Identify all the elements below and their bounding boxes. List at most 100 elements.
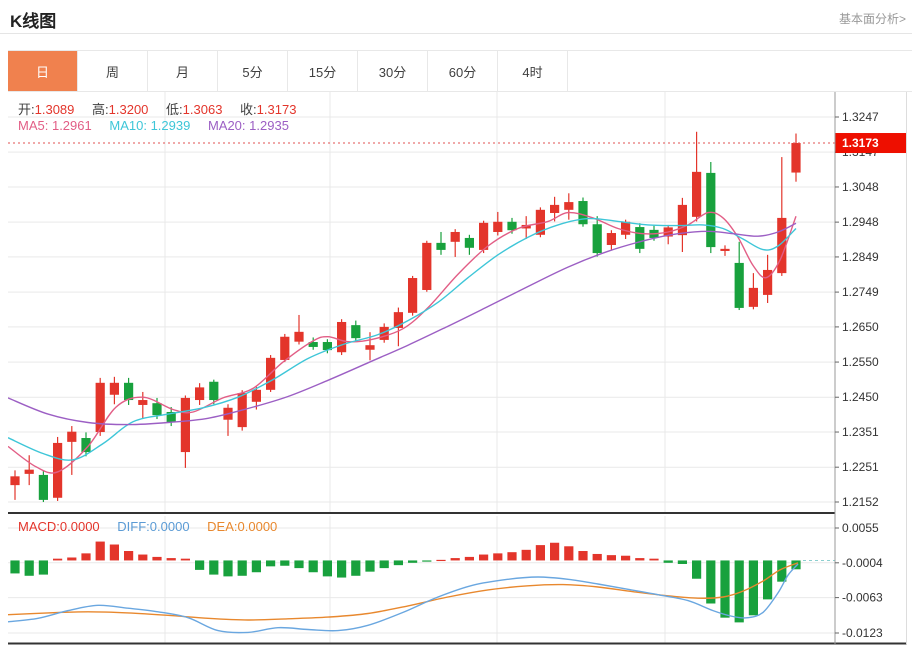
macd-bar (266, 560, 276, 567)
tab-4时[interactable]: 4时 (498, 51, 568, 91)
dea-line (8, 562, 799, 621)
ma-legend: MA5: 1.2961 MA10: 1.2939 MA20: 1.2935 (18, 118, 303, 133)
candle (337, 321, 347, 353)
macd-bar (337, 560, 347, 578)
tab-60分[interactable]: 60分 (428, 51, 498, 91)
candle (450, 231, 460, 242)
macd-bar (734, 560, 744, 623)
macd-bar (53, 558, 63, 561)
candles-layer (10, 131, 801, 502)
ma20-item: MA20: 1.2935 (208, 118, 289, 133)
ohlc-close: 收:1.3173 (240, 102, 296, 117)
macd-tick-label: -0.0063 (842, 591, 883, 605)
macd-legend: MACD:0.0000 DIFF:0.0000 DEA:0.0000 (18, 519, 291, 534)
macd-bar (592, 553, 602, 561)
ohlc-high-value: 1.3200 (108, 102, 149, 117)
fundamental-analysis-link[interactable]: 基本面分析> (838, 12, 906, 26)
macd-bar (450, 558, 460, 561)
tab-15分[interactable]: 15分 (288, 51, 358, 91)
macd-bar (10, 560, 20, 574)
macd-bar (124, 551, 134, 561)
macd-bar (308, 560, 318, 573)
dea-value: 0.0000 (237, 519, 278, 534)
candle (493, 221, 503, 232)
candle (10, 476, 20, 486)
current-price-label: 1.3173 (835, 133, 906, 154)
candle (564, 202, 574, 210)
candle (606, 233, 616, 245)
macd-bar (251, 560, 261, 573)
price-tick-label: 1.2251 (842, 460, 879, 474)
ma20-line (8, 222, 797, 426)
ma5-value: 1.2961 (51, 118, 92, 133)
macd-bar (365, 560, 375, 572)
y-axis-labels: 1.32471.31471.30481.29481.28491.27491.26… (835, 110, 883, 640)
candle (408, 278, 418, 313)
ohlc-low: 低:1.3063 (166, 102, 222, 117)
ohlc-low-value: 1.3063 (182, 102, 223, 117)
candle (578, 201, 588, 225)
dea-item: DEA:0.0000 (207, 519, 277, 534)
macd-bar (479, 554, 489, 561)
ohlc-legend: 开:1.3089 高:1.3200 低:1.3063 收:1.3173 (18, 99, 310, 118)
macd-bar (294, 560, 304, 569)
macd-bar (422, 560, 432, 562)
macd-bar (436, 559, 446, 562)
macd-bar (38, 560, 48, 575)
macd-bar (748, 560, 758, 616)
macd-bar (180, 558, 190, 561)
macd-bar (24, 560, 34, 576)
macd-bar (393, 560, 403, 566)
macd-bar (195, 560, 205, 570)
macd-bar (138, 554, 148, 561)
ma5-item: MA5: 1.2961 (18, 118, 92, 133)
candle (138, 400, 148, 405)
macd-bar (677, 560, 687, 564)
candle (550, 204, 560, 213)
candle (464, 237, 474, 248)
candle (592, 224, 602, 254)
macd-bar (109, 544, 119, 561)
ohlc-high-label: 高: (92, 102, 109, 117)
ma20-value: 1.2935 (249, 118, 289, 133)
candle (365, 345, 375, 350)
candle (535, 209, 545, 235)
diff-line (8, 563, 799, 634)
diff-value: 0.0000 (149, 519, 190, 534)
macd-bar (152, 556, 162, 561)
candle (791, 143, 801, 173)
tab-5分[interactable]: 5分 (218, 51, 288, 91)
kline-chart[interactable]: 1.32471.31471.30481.29481.28491.27491.26… (8, 92, 912, 647)
tab-30分[interactable]: 30分 (358, 51, 428, 91)
macd-bar (507, 552, 517, 561)
price-tick-label: 1.3247 (842, 110, 879, 124)
diff-item: DIFF:0.0000 (117, 519, 189, 534)
candle (38, 474, 48, 500)
macd-bar (720, 560, 730, 618)
candle (124, 382, 134, 401)
ohlc-high: 高:1.3200 (92, 102, 148, 117)
macd-bar (564, 546, 574, 561)
macd-value: 0.0000 (59, 519, 100, 534)
macd-bar (706, 560, 716, 604)
macd-bar (692, 560, 702, 579)
tab-日[interactable]: 日 (8, 51, 78, 91)
macd-bar (237, 560, 247, 576)
macd-bar (166, 558, 176, 561)
candle (748, 287, 758, 307)
macd-bar (791, 560, 801, 570)
dea-label: DEA: (207, 519, 238, 534)
tab-月[interactable]: 月 (148, 51, 218, 91)
ma10-item: MA10: 1.2939 (109, 118, 190, 133)
period-tab-bar: 日周月 5分 15分 30分 60分 4时 (8, 50, 912, 92)
macd-bar (67, 557, 77, 561)
candle (209, 381, 219, 401)
candle (734, 262, 744, 308)
tab-周[interactable]: 周 (78, 51, 148, 91)
price-tick-label: 1.3048 (842, 180, 879, 194)
current-price-box (835, 133, 906, 154)
macd-bar (379, 560, 389, 569)
candle (692, 171, 702, 217)
candle (166, 411, 176, 423)
